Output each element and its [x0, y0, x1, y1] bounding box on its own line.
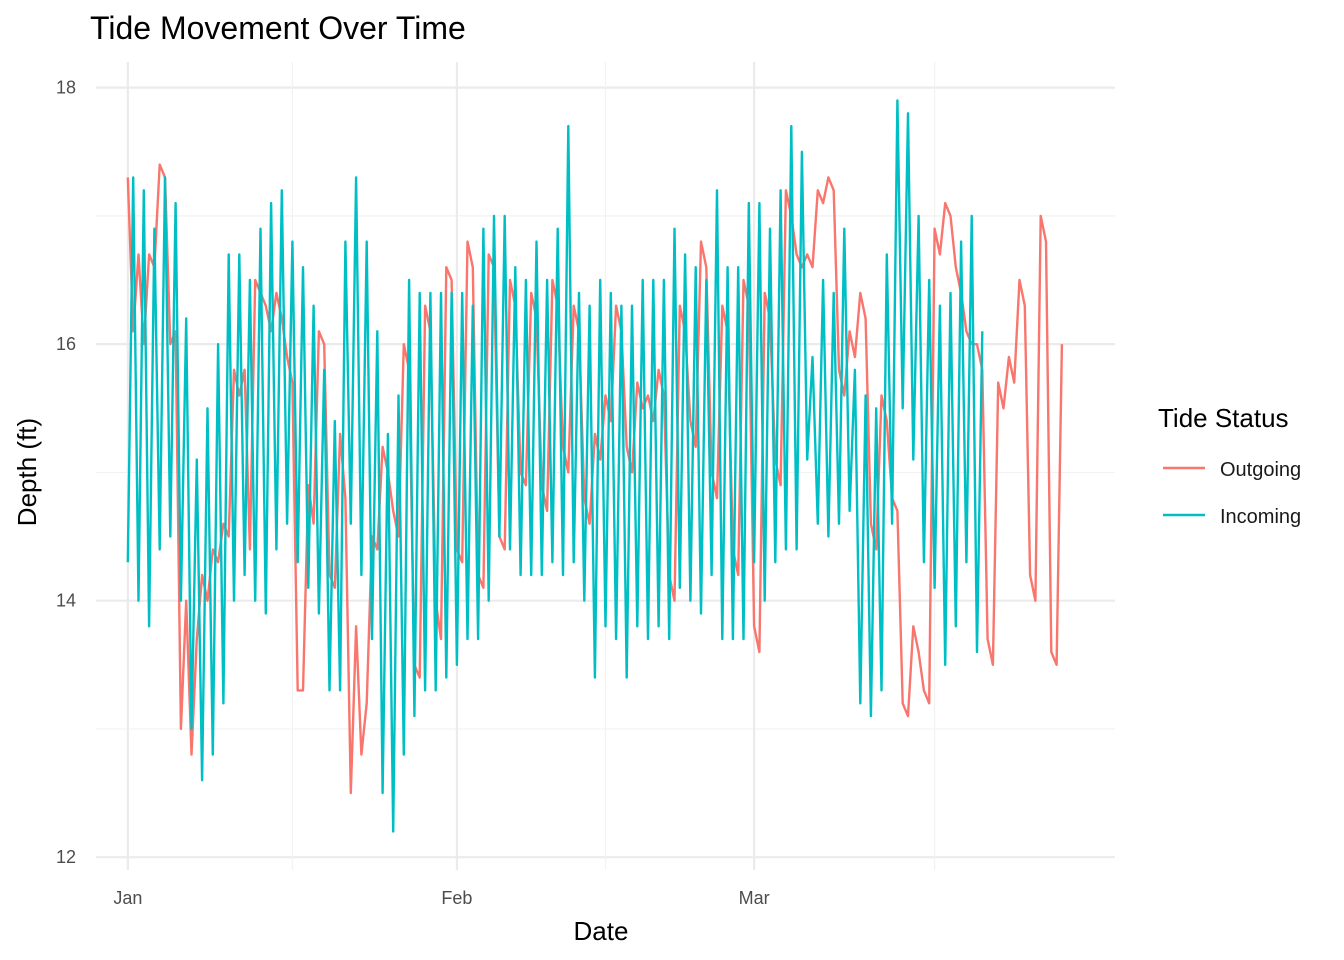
y-tick-label: 18: [56, 78, 76, 98]
legend-label-incoming: Incoming: [1220, 506, 1301, 528]
y-tick-label: 12: [56, 847, 76, 867]
y-tick-label: 16: [56, 334, 76, 354]
series-layer: [126, 99, 1064, 833]
legend-label-outgoing: Outgoing: [1220, 459, 1301, 481]
series-line-incoming: [126, 99, 984, 833]
legend: Tide Status Outgoing Incoming: [1158, 403, 1301, 528]
grid-layer: [96, 62, 1115, 870]
x-tick-label: Mar: [739, 888, 770, 908]
legend-title: Tide Status: [1158, 403, 1289, 433]
y-tick-label: 14: [56, 591, 76, 611]
tick-layer: 12 14 16 18 Jan Feb Mar: [56, 78, 770, 908]
x-axis-title: Date: [574, 916, 629, 946]
x-tick-label: Feb: [441, 888, 472, 908]
y-axis-title: Depth (ft): [12, 418, 42, 526]
x-tick-label: Jan: [113, 888, 142, 908]
chart-title: Tide Movement Over Time: [90, 10, 466, 46]
